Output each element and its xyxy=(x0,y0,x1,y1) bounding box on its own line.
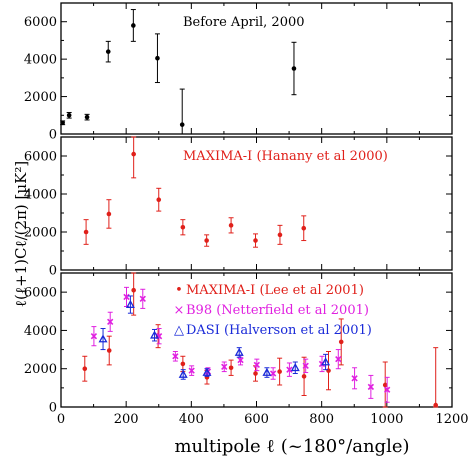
panel-1: 0 2000 4000 6000 Before April, 2000 xyxy=(24,2,453,143)
series-3-2 xyxy=(90,286,391,403)
data-point xyxy=(253,238,258,243)
data-point xyxy=(277,369,282,374)
data-point xyxy=(125,299,135,308)
data-point xyxy=(351,375,358,382)
data-point xyxy=(301,225,307,231)
data-point xyxy=(382,382,388,388)
data-point xyxy=(155,55,160,61)
data-point xyxy=(321,357,331,366)
x-tick-label: 0 xyxy=(57,412,65,427)
data-point xyxy=(286,366,293,373)
data-point xyxy=(156,197,162,202)
data-point xyxy=(90,333,98,340)
data-point xyxy=(131,151,136,157)
x-tick-label: 800 xyxy=(309,412,334,427)
y-tick-label: 2000 xyxy=(24,226,57,241)
legend-marker: × xyxy=(174,303,185,318)
panel-2: 0 2000 4000 6000 MAXIMA-I (Hanany et al 2000… xyxy=(24,136,453,279)
data-point xyxy=(253,361,260,369)
data-point xyxy=(277,232,283,238)
y-tick-label: 6000 xyxy=(24,150,57,165)
data-point xyxy=(60,120,65,126)
y-tick-label: 2000 xyxy=(24,362,57,377)
panel-label: MAXIMA-I (Hanany et al 2000) xyxy=(183,149,388,164)
data-point xyxy=(383,386,391,393)
data-point xyxy=(82,366,88,372)
data-point xyxy=(188,367,195,374)
x-tick-label: 400 xyxy=(179,412,204,427)
legend-entry: B98 (Netterfield et al 2001) xyxy=(186,303,369,318)
data-point xyxy=(202,367,212,376)
legend-entry: MAXIMA-I (Lee et al 2001) xyxy=(186,283,364,298)
y-tick-label: 6000 xyxy=(24,286,57,301)
legend-marker: • xyxy=(175,283,183,298)
data-point xyxy=(237,356,244,364)
data-point xyxy=(269,370,277,377)
series-1-1 xyxy=(60,9,297,135)
y-tick-label: 0 xyxy=(49,401,57,416)
x-tick-label: 600 xyxy=(244,412,269,427)
legend: • MAXIMA-I (Lee et al 2001)× B98 (Netterfi… xyxy=(174,283,372,338)
y-tick-label: 0 xyxy=(49,128,57,143)
data-point xyxy=(172,353,179,360)
y-tick-label: 4000 xyxy=(24,188,57,203)
panel-label: Before April, 2000 xyxy=(183,15,305,30)
series-3-3 xyxy=(98,295,331,380)
data-point xyxy=(106,348,112,353)
panel-3: 0 200 400 600 800 1000 1200 0 2000 4000 6000 • MAXIM… xyxy=(24,272,469,427)
data-point xyxy=(338,339,344,345)
data-point xyxy=(123,293,130,301)
data-point xyxy=(367,383,375,391)
data-point xyxy=(335,355,342,363)
series-2-1 xyxy=(83,136,307,248)
series-3-1 xyxy=(82,272,439,408)
y-tick-label: 4000 xyxy=(24,53,57,68)
y-tick-label: 0 xyxy=(49,264,57,279)
data-point xyxy=(180,224,186,230)
data-point xyxy=(221,363,228,370)
data-point xyxy=(290,363,300,372)
y-tick-label: 2000 xyxy=(24,90,57,105)
data-point xyxy=(302,362,309,370)
data-point xyxy=(131,23,136,28)
data-point xyxy=(98,334,108,343)
data-point xyxy=(262,367,272,376)
data-point xyxy=(253,371,258,376)
y-tick-label: 6000 xyxy=(24,15,57,30)
data-point xyxy=(291,66,297,71)
data-point xyxy=(301,374,307,379)
legend-entry: DASI (Halverson et al 2001) xyxy=(186,323,372,338)
data-point xyxy=(228,223,234,228)
data-point xyxy=(326,368,331,373)
data-point xyxy=(107,318,114,325)
x-tick-label: 200 xyxy=(114,412,139,427)
data-point xyxy=(106,211,112,217)
y-tick-label: 4000 xyxy=(24,324,57,339)
data-point xyxy=(105,49,111,54)
data-point xyxy=(234,347,244,356)
data-point xyxy=(150,330,160,339)
data-point xyxy=(433,402,439,408)
data-point xyxy=(139,295,146,303)
x-tick-label: 1200 xyxy=(435,412,468,427)
legend-marker: △ xyxy=(174,323,184,338)
data-point xyxy=(228,365,234,371)
data-point xyxy=(131,287,136,293)
data-point xyxy=(204,238,209,243)
data-point xyxy=(179,122,185,127)
data-point xyxy=(178,369,188,378)
data-point xyxy=(84,114,90,120)
y-axis-title: ℓ(ℓ+1)Cℓ/(2π) [μK²] xyxy=(12,161,30,307)
x-axis-title: multipole ℓ (~180°/angle) xyxy=(174,436,409,457)
data-point xyxy=(180,361,186,367)
x-tick-label: 1000 xyxy=(370,412,403,427)
data-point xyxy=(83,229,89,235)
data-point xyxy=(66,112,72,118)
